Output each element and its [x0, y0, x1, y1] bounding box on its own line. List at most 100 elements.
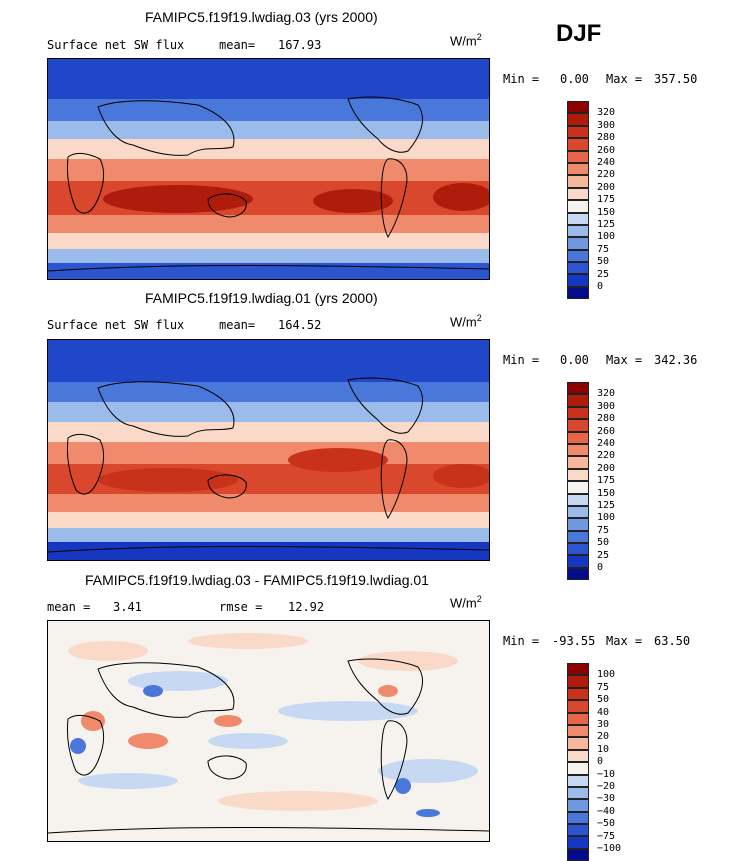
colorbar-swatch: [567, 481, 589, 494]
colorbar-tick-label: 75: [597, 524, 610, 536]
colorbar-tick-label: 260: [597, 144, 616, 156]
panel-3-mean-value: 3.41: [113, 600, 142, 614]
colorbar-swatch: [567, 543, 589, 556]
panel-3-mean-label: mean =: [47, 600, 91, 614]
colorbar-tick-label: 100: [597, 512, 616, 524]
panel-2-title: FAMIPC5.f19f19.lwdiag.01 (yrs 2000): [145, 290, 378, 306]
colorbar-tick-label: 20: [597, 731, 610, 743]
colorbar-swatch: [567, 162, 589, 176]
panel-3-map: [47, 620, 490, 842]
panel-2-colorbar: [567, 382, 589, 581]
colorbar-swatch: [567, 125, 589, 139]
colorbar-tick-label: 40: [597, 706, 610, 718]
colorbar-swatch: [567, 431, 589, 444]
colorbar-swatch: [567, 150, 589, 163]
panel-2-max-value: 342.36: [654, 353, 698, 367]
colorbar-swatch: [567, 762, 589, 775]
colorbar-tick-label: 260: [597, 425, 616, 437]
colorbar-swatch: [567, 786, 589, 800]
colorbar-swatch: [567, 200, 589, 213]
panel-3-min-label: Min =: [503, 634, 540, 648]
colorbar-tick-label: 50: [597, 694, 610, 706]
colorbar-swatch: [567, 675, 589, 688]
panel-2-units: W/m2: [450, 313, 482, 330]
colorbar-tick-label: 240: [597, 438, 616, 449]
colorbar-tick-label: 75: [597, 681, 610, 693]
colorbar-tick-label: 25: [597, 549, 610, 561]
colorbar-swatch: [567, 249, 589, 263]
panel-1-max-label: Max =: [606, 72, 643, 86]
panel-3-max-label: Max =: [606, 634, 643, 648]
colorbar-tick-label: 150: [597, 206, 616, 218]
panel-3-max-value: 63.50: [654, 634, 691, 648]
colorbar-tick-label: 220: [597, 450, 616, 462]
colorbar-swatch: [567, 224, 589, 238]
colorbar-swatch: [567, 530, 589, 544]
colorbar-tick-label: −20: [597, 781, 616, 792]
panel-1-min-value: 0.00: [560, 72, 589, 86]
colorbar-swatch: [567, 567, 589, 581]
colorbar-swatch: [567, 737, 589, 750]
colorbar-swatch: [567, 687, 589, 701]
colorbar-swatch: [567, 286, 589, 300]
colorbar-tick-label: 0: [597, 756, 604, 768]
colorbar-tick-label: 200: [597, 181, 616, 193]
colorbar-tick-label: 175: [597, 475, 616, 487]
panel-1-mean-value: 167.93: [278, 38, 322, 52]
panel-1-title: FAMIPC5.f19f19.lwdiag.03 (yrs 2000): [145, 9, 378, 25]
colorbar-tick-label: −75: [597, 830, 616, 842]
colorbar-swatch: [567, 493, 589, 506]
colorbar-tick-label: 0: [597, 281, 604, 292]
colorbar-tick-label: 10: [597, 743, 610, 755]
colorbar-tick-label: 320: [597, 107, 616, 119]
colorbar-swatch: [567, 113, 589, 126]
panel-3-units: W/m2: [450, 594, 482, 611]
panel-3-rmse-label: rmse =: [219, 600, 263, 614]
colorbar-tick-label: 220: [597, 169, 616, 181]
colorbar-swatch: [567, 443, 589, 457]
colorbar-tick-label: 125: [597, 219, 616, 230]
colorbar-swatch: [567, 101, 589, 114]
colorbar-swatch: [567, 811, 589, 825]
colorbar-tick-label: −100: [597, 843, 622, 854]
panel-2-min-value: 0.00: [560, 353, 589, 367]
colorbar-swatch: [567, 749, 589, 763]
colorbar-swatch: [567, 419, 589, 432]
colorbar-swatch: [567, 274, 589, 287]
colorbar-tick-label: 25: [597, 268, 610, 280]
panel-1-mean-label: mean=: [219, 38, 256, 52]
colorbar-tick-label: −30: [597, 793, 616, 805]
panel-1-colorbar: [567, 101, 589, 300]
colorbar-swatch: [567, 724, 589, 738]
colorbar-swatch: [567, 382, 589, 395]
panel-3-min-value: -93.55: [552, 634, 596, 648]
colorbar-tick-label: 280: [597, 413, 616, 425]
colorbar-tick-label: 240: [597, 157, 616, 168]
colorbar-swatch: [567, 505, 589, 519]
panel-2-map: [47, 339, 490, 561]
colorbar-swatch: [567, 406, 589, 420]
colorbar-swatch: [567, 824, 589, 837]
colorbar-swatch: [567, 456, 589, 469]
panel-3-colorbar: [567, 663, 589, 861]
panel-1-variable: Surface net SW flux: [47, 38, 185, 52]
colorbar-swatch: [567, 394, 589, 407]
panel-2-mean-value: 164.52: [278, 318, 322, 332]
panel-3-rmse-value: 12.92: [288, 600, 325, 614]
colorbar-tick-label: 100: [597, 231, 616, 243]
colorbar-tick-label: 50: [597, 256, 610, 268]
colorbar-swatch: [567, 848, 589, 861]
colorbar-tick-label: 300: [597, 119, 616, 131]
colorbar-tick-label: 175: [597, 194, 616, 206]
panel-2-max-label: Max =: [606, 353, 643, 367]
colorbar-swatch: [567, 799, 589, 812]
colorbar-tick-label: 50: [597, 537, 610, 549]
colorbar-swatch: [567, 700, 589, 713]
colorbar-swatch: [567, 237, 589, 250]
colorbar-tick-label: 280: [597, 132, 616, 144]
colorbar-swatch: [567, 774, 589, 787]
colorbar-swatch: [567, 468, 589, 482]
panel-1-units: W/m2: [450, 32, 482, 49]
colorbar-swatch: [567, 712, 589, 725]
colorbar-swatch: [567, 212, 589, 225]
